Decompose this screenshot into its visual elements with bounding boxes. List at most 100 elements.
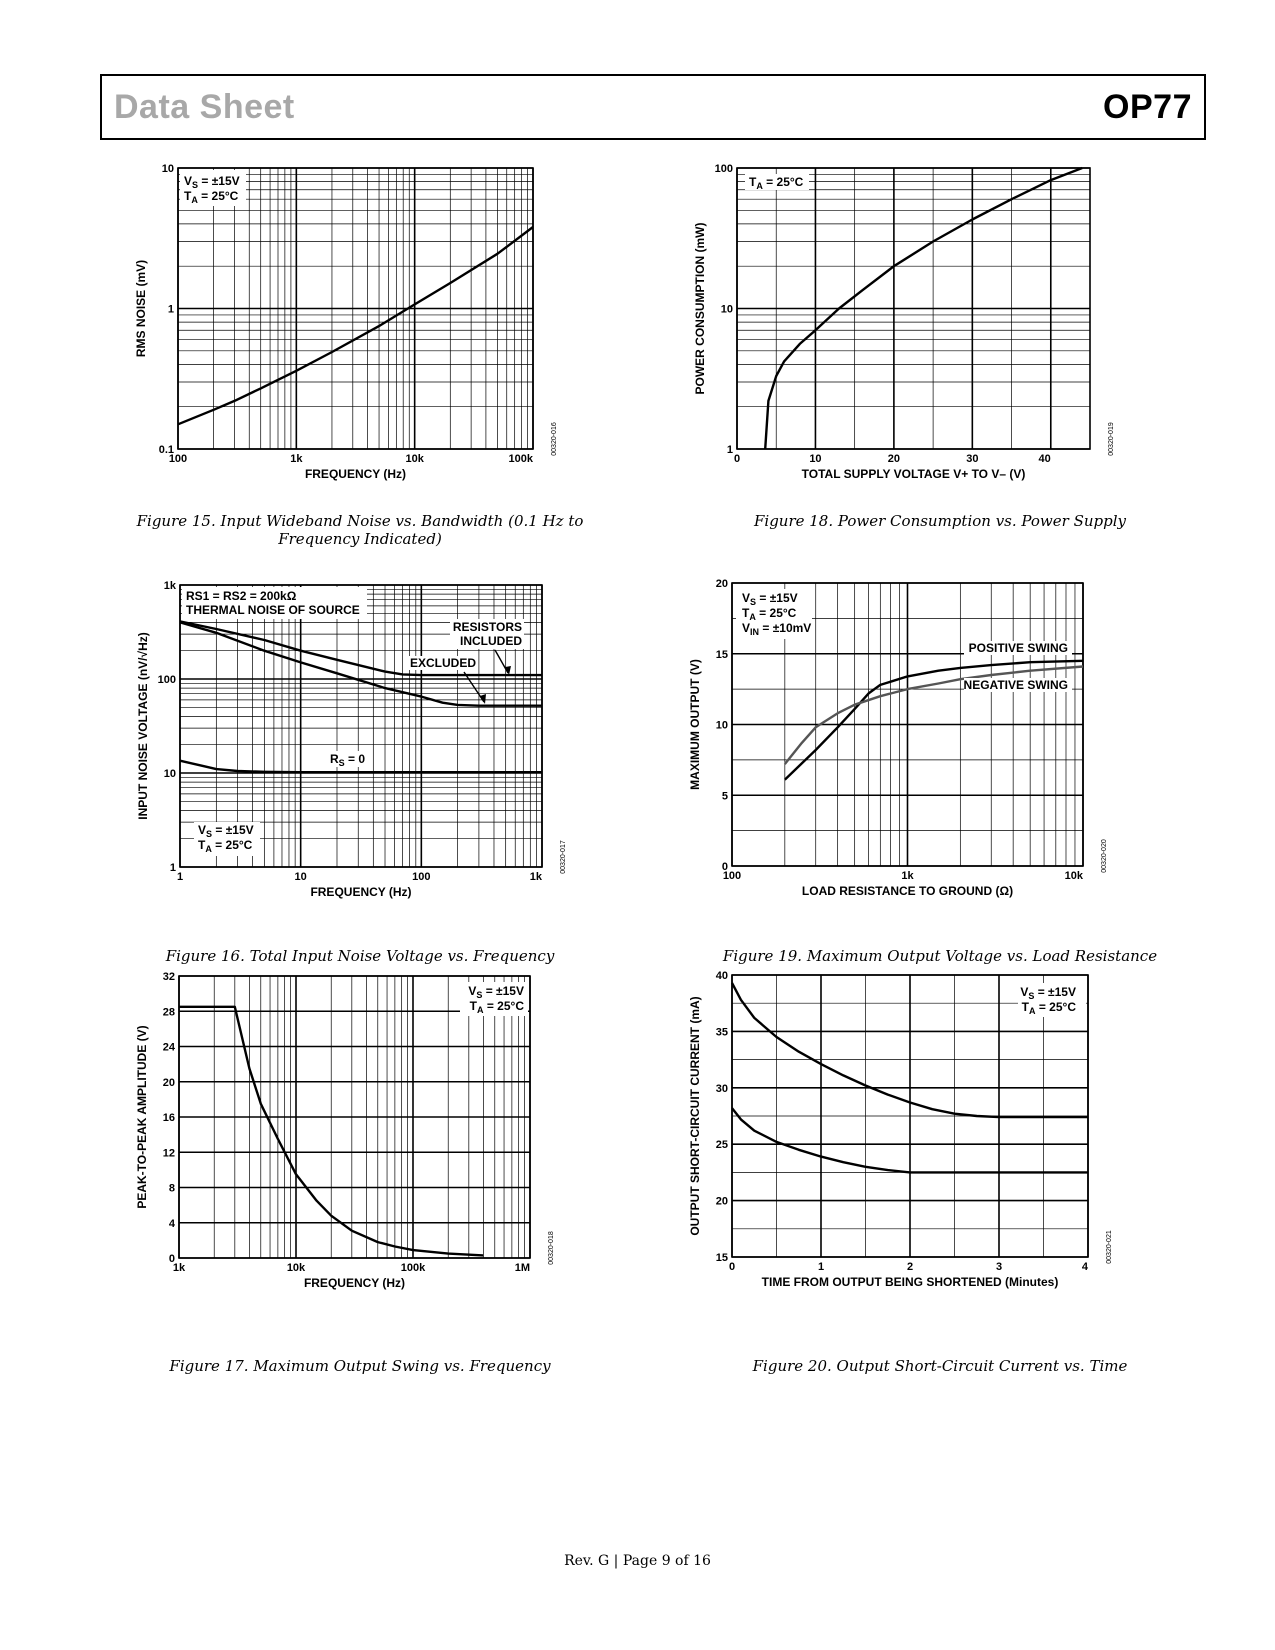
annotation-vs-sub: S	[1028, 991, 1034, 1001]
y-tick-label: 1	[170, 862, 176, 874]
annotation-ta-rest: = 25°C	[484, 999, 525, 1013]
series-line-1	[731, 1107, 1088, 1174]
annotation-vs-main: V	[1020, 985, 1028, 999]
figure-code: 00320-017	[560, 840, 567, 874]
annotation-background	[326, 751, 372, 767]
y-tick-label: 32	[163, 971, 175, 983]
y-tick-label: 35	[716, 1026, 728, 1038]
caption-fig18: Figure 18. Power Consumption vs. Power S…	[753, 512, 1126, 530]
annotation-vs: VS = ±15V	[198, 823, 254, 839]
y-tick-label: 10	[162, 163, 174, 175]
annotation-background	[1018, 983, 1086, 1017]
annotation-ta-sub: A	[756, 181, 763, 191]
plot-frame	[177, 167, 534, 450]
x-tick-label: 0	[729, 1261, 735, 1273]
annotation-ta: TA = 25°C	[1022, 1000, 1077, 1016]
annotation-vs-main: V	[742, 591, 750, 605]
series-line-1	[179, 621, 542, 707]
annotation-ta-rest: = 25°C	[1036, 1000, 1077, 1014]
x-tick-label: 1k	[173, 1262, 186, 1274]
annotation-vs-main: V	[184, 174, 192, 188]
annotation-vin-sub: IN	[750, 627, 759, 637]
y-axis-label: RMS NOISE (mV)	[134, 260, 148, 357]
x-tick-label: 2	[907, 1261, 913, 1273]
caption-fig16: Figure 16. Total Input Noise Voltage vs.…	[165, 947, 555, 965]
grid	[177, 167, 534, 450]
y-axis-label: OUTPUT SHORT-CIRCUIT CURRENT (mA)	[688, 996, 702, 1235]
plot-frame	[179, 584, 543, 868]
annotation-vs: VS = ±15V	[1020, 985, 1076, 1001]
y-axis-label: POWER CONSUMPTION (mW)	[693, 223, 707, 395]
x-tick-label: 4	[1082, 1261, 1089, 1273]
figure-code: 00320-020	[1101, 839, 1108, 873]
y-tick-label: 0	[169, 1253, 175, 1265]
x-tick-label: 10k	[405, 453, 424, 465]
annotation-vin-rest: = ±10mV	[759, 621, 811, 635]
annotation-ta: TA = 25°C	[749, 175, 804, 191]
grid	[178, 975, 531, 1259]
y-tick-label: 0	[722, 861, 728, 873]
x-tick-label: 10k	[287, 1262, 306, 1274]
annotation-ta-rest: = 25°C	[212, 838, 253, 852]
annotation-vs-main: V	[468, 984, 476, 998]
y-tick-label: 1	[727, 444, 733, 456]
x-tick-label: 10k	[1065, 870, 1084, 882]
annotation-background	[736, 589, 812, 639]
annotation-ta-sub: A	[477, 1005, 484, 1015]
chart-fig19: 100 1k 10k 0 5 10 15 20 LOAD RESISTANCE TO GROUN…	[688, 578, 1108, 898]
annotation-ta: TA = 25°C	[198, 838, 253, 854]
x-tick-label: 40	[1039, 453, 1051, 465]
x-tick-label: 1k	[290, 453, 303, 465]
annotation-background	[182, 587, 367, 619]
annotation-positive-swing: POSITIVE SWING	[969, 641, 1068, 655]
annotation-ta-main: T	[198, 838, 206, 852]
caption-fig20: Figure 20. Output Short-Circuit Current …	[752, 1357, 1128, 1375]
y-tick-label: 4	[169, 1218, 176, 1230]
figure-code: 00320-021	[1106, 1230, 1113, 1264]
chart-fig20: 0 1 2 3 4 15 20 25 30 35 40 TIME FROM OUTPUT BEING …	[688, 970, 1113, 1289]
annotation-background	[745, 174, 809, 190]
y-tick-label: 40	[716, 970, 728, 982]
plot-frame	[178, 975, 531, 1259]
annotation-ta-sub: A	[191, 195, 198, 205]
y-tick-label: 12	[163, 1147, 175, 1159]
x-tick-label: 100	[412, 871, 430, 883]
header-left-title: Data Sheet	[114, 88, 295, 126]
annotation-vs-rest: = ±15V	[198, 174, 240, 188]
annotation-included: INCLUDED	[460, 634, 522, 648]
annotation-vs-rest: = ±15V	[212, 823, 254, 837]
annotation-rs0-main: R	[330, 752, 339, 766]
annotation-ta-rest: = 25°C	[198, 189, 239, 203]
annotation-rs1-rs2: RS1 = RS2 = 200kΩ	[186, 589, 297, 603]
y-tick-label: 25	[716, 1139, 728, 1151]
annotation-rs0-sub: S	[339, 758, 345, 768]
series-line-0	[179, 1005, 484, 1257]
annotation-ta-sub: A	[749, 612, 756, 622]
annotation-thermal-noise: THERMAL NOISE OF SOURCE	[186, 603, 360, 617]
x-tick-label: 100k	[509, 453, 534, 465]
x-tick-label: 100	[723, 870, 741, 882]
annotation-ta-main: T	[742, 606, 750, 620]
annotation-background	[180, 170, 246, 206]
y-tick-label: 15	[716, 649, 728, 661]
caption-fig19: Figure 19. Maximum Output Voltage vs. Lo…	[722, 947, 1158, 965]
annotation-background	[450, 619, 524, 649]
series-line-2	[179, 759, 542, 774]
x-tick-label: 100k	[401, 1262, 426, 1274]
y-tick-label: 16	[163, 1112, 175, 1124]
y-tick-label: 10	[721, 304, 733, 316]
y-tick-label: 10	[164, 768, 176, 780]
figure-code: 00320-018	[548, 1231, 555, 1265]
annotation-negative-swing: NEGATIVE SWING	[964, 678, 1068, 692]
y-tick-label: 1k	[164, 580, 177, 592]
annotation-vs-sub: S	[192, 180, 198, 190]
annotation-ta: TA = 25°C	[184, 189, 239, 205]
figure-code: 00320-019	[1108, 422, 1115, 456]
x-axis-label: FREQUENCY (Hz)	[304, 1276, 405, 1290]
annotation-vs-rest: = ±15V	[482, 984, 524, 998]
x-tick-label: 1k	[530, 871, 543, 883]
caption-fig17: Figure 17. Maximum Output Swing vs. Freq…	[169, 1357, 551, 1375]
series-line-0	[764, 166, 1083, 450]
annotation-vs-sub: S	[476, 990, 482, 1000]
annotation-background	[408, 656, 478, 670]
